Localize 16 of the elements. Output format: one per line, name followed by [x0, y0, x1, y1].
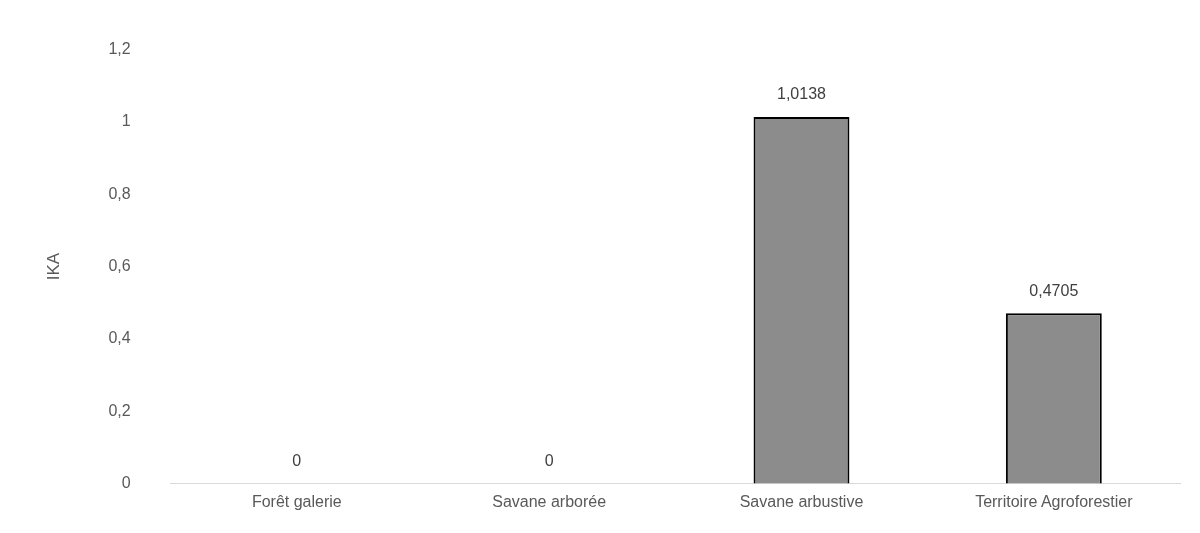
data-label: 0 [292, 451, 302, 469]
y-tick-label: 0,6 [108, 256, 131, 274]
y-tick-label: 0,8 [108, 184, 131, 202]
y-tick-label: 0 [121, 473, 131, 491]
x-tick-label: Forêt galerie [251, 493, 342, 511]
data-label: 1,0138 [777, 85, 827, 103]
x-tick-label: Savane arborée [492, 493, 607, 511]
data-label: 0,4705 [1029, 281, 1079, 299]
y-tick-label: 1 [121, 112, 131, 130]
y-axis-title: IKA [43, 252, 63, 281]
x-tick-label: Savane arbustive [739, 493, 864, 511]
y-tick-label: 0,4 [108, 329, 131, 347]
y-tick-label: 0,2 [108, 401, 131, 419]
y-tick-label: 1,2 [108, 40, 131, 58]
x-tick-label: Territoire Agroforestier [975, 493, 1134, 511]
data-label: 0 [544, 451, 554, 469]
